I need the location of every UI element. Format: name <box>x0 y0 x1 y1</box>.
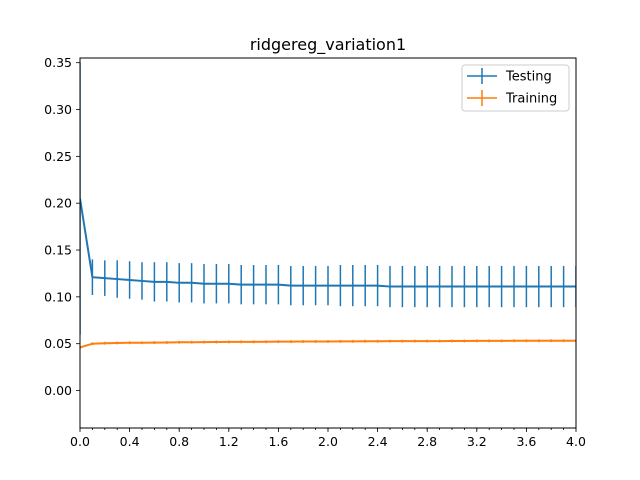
legend-label-testing: Testing <box>505 70 552 85</box>
legend-label-training: Training <box>505 92 557 107</box>
x-tick-label: 2.4 <box>368 434 388 449</box>
x-tick-label: 0.4 <box>120 434 140 449</box>
x-tick-label: 2.0 <box>318 434 338 449</box>
y-tick-label: 0.05 <box>44 336 72 351</box>
y-tick-label: 0.00 <box>44 383 72 398</box>
legend-entry-training: Training <box>467 90 557 107</box>
series-layer <box>80 62 576 349</box>
y-tick-label: 0.15 <box>44 243 72 258</box>
x-tick-label: 1.2 <box>219 434 239 449</box>
y-tick-label: 0.10 <box>44 289 72 304</box>
series-line-testing <box>80 198 576 288</box>
legend: Testing Training <box>461 64 570 112</box>
x-tick-label: 3.6 <box>516 434 536 449</box>
x-tick-label: 1.6 <box>268 434 288 449</box>
series-testing <box>80 62 576 335</box>
axes-frame <box>79 57 577 429</box>
legend-entry-testing: Testing <box>467 68 552 85</box>
series-training <box>80 339 576 349</box>
x-tick-label: 2.8 <box>417 434 437 449</box>
x-tick-label: 0.0 <box>70 434 90 449</box>
y-tick-label: 0.25 <box>44 149 72 164</box>
y-tick-label: 0.35 <box>44 55 72 70</box>
series-line-training <box>80 339 576 349</box>
x-axis: 0.0 0.4 0.8 1.2 1.6 2.0 2.4 2.8 3.2 3.6 4.0 <box>70 428 586 449</box>
y-tick-label: 0.30 <box>44 102 72 117</box>
x-tick-label: 3.2 <box>467 434 487 449</box>
plot-area <box>80 62 576 349</box>
y-axis: 0.00 0.05 0.10 0.15 0.20 0.25 0.30 0.35 <box>44 55 80 398</box>
x-tick-label: 0.8 <box>169 434 189 449</box>
x-tick-label: 4.0 <box>566 434 586 449</box>
chart-title: ridgereg_variation1 <box>250 35 406 55</box>
y-tick-label: 0.20 <box>44 196 72 211</box>
